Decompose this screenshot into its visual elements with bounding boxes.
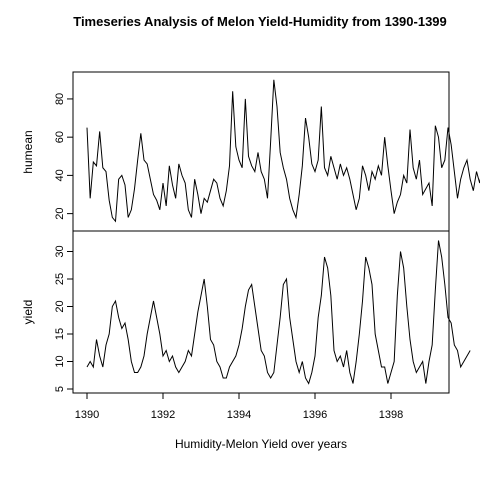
series-line-humean [86, 79, 480, 223]
bottom-y-axis-label: yield [21, 300, 35, 325]
y-tick-label-yield: 25 [54, 273, 66, 285]
y-tick-label-yield: 10 [54, 355, 66, 367]
y-tick-label-yield: 5 [54, 386, 66, 392]
series-line-yield [86, 240, 471, 385]
x-tick-label: 1392 [151, 409, 175, 421]
y-tick-label-humean: 80 [54, 93, 66, 105]
x-tick-label: 1390 [75, 409, 99, 421]
chart-marks: 20 40 60 80 5 10 15 20 25 30 1390 1392 1394 1396 1398 [54, 79, 480, 421]
y-tick-label-humean: 60 [54, 131, 66, 143]
x-axis-label: Humidity-Melon Yield over years [175, 437, 347, 451]
y-tick-label-yield: 15 [54, 328, 66, 340]
x-tick-label: 1398 [379, 409, 403, 421]
top-panel-frame [72, 71, 450, 232]
y-tick-label-humean: 20 [54, 207, 66, 219]
y-tick-label-humean: 40 [54, 169, 66, 181]
x-tick-label: 1394 [227, 409, 251, 421]
x-tick-label: 1396 [303, 409, 327, 421]
top-y-axis-label: humean [21, 130, 35, 173]
chart-title: Timeseries Analysis of Melon Yield-Humid… [73, 14, 447, 29]
y-tick-label-yield: 20 [54, 300, 66, 312]
y-tick-label-yield: 30 [54, 245, 66, 257]
